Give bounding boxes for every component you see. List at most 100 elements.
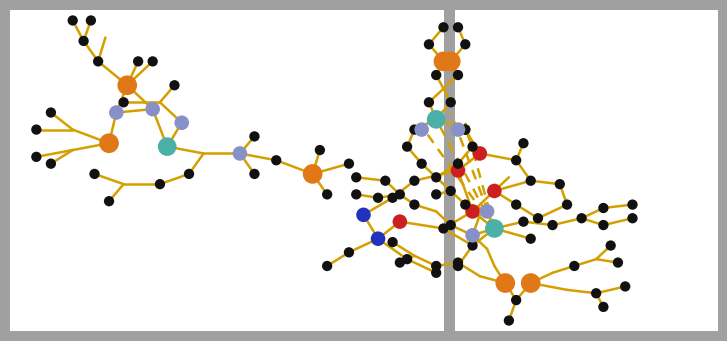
Point	[416, 127, 427, 132]
Point	[627, 202, 638, 207]
Point	[510, 158, 522, 163]
Point	[169, 83, 180, 88]
Point	[45, 161, 57, 166]
Point	[78, 38, 89, 44]
Point	[430, 175, 442, 180]
Point	[394, 260, 406, 265]
Bar	[10, 10, 444, 331]
Point	[343, 250, 355, 255]
Point	[452, 263, 464, 269]
Point	[481, 209, 493, 214]
Point	[103, 198, 115, 204]
Point	[321, 263, 333, 269]
Point	[372, 195, 384, 201]
Point	[518, 219, 529, 224]
Point	[409, 202, 420, 207]
Point	[314, 147, 326, 153]
Point	[85, 18, 97, 23]
Point	[445, 188, 457, 194]
Point	[561, 202, 573, 207]
Point	[343, 161, 355, 166]
Point	[605, 243, 616, 248]
Point	[467, 243, 478, 248]
Point	[503, 318, 515, 323]
Point	[459, 202, 471, 207]
Point	[409, 127, 420, 132]
Point	[445, 100, 457, 105]
Point	[416, 161, 427, 166]
Point	[452, 127, 464, 132]
Point	[452, 161, 464, 166]
Point	[31, 154, 42, 160]
Point	[401, 144, 413, 149]
Point	[499, 280, 511, 286]
Point	[350, 192, 362, 197]
Point	[474, 151, 486, 156]
Point	[430, 263, 442, 269]
Point	[598, 222, 609, 228]
Point	[590, 291, 602, 296]
Point	[154, 181, 166, 187]
Point	[627, 216, 638, 221]
Point	[452, 72, 464, 78]
Point	[103, 140, 115, 146]
Point	[249, 171, 260, 177]
Bar	[455, 10, 718, 331]
Point	[452, 168, 464, 173]
Point	[489, 226, 500, 231]
Point	[176, 120, 188, 125]
Point	[118, 100, 129, 105]
Point	[525, 236, 537, 241]
Point	[467, 233, 478, 238]
Point	[612, 260, 624, 265]
Point	[438, 59, 449, 64]
Point	[161, 144, 173, 149]
Point	[576, 216, 587, 221]
Point	[394, 219, 406, 224]
Point	[132, 59, 144, 64]
Point	[452, 25, 464, 30]
Point	[459, 42, 471, 47]
Point	[489, 188, 500, 194]
Point	[387, 195, 398, 201]
Point	[89, 171, 100, 177]
Point	[459, 127, 471, 132]
Point	[430, 270, 442, 276]
Point	[525, 280, 537, 286]
Point	[358, 212, 369, 218]
Point	[598, 304, 609, 310]
Point	[430, 192, 442, 197]
Point	[321, 192, 333, 197]
Point	[547, 222, 558, 228]
Point	[510, 297, 522, 303]
Point	[510, 202, 522, 207]
Point	[147, 59, 158, 64]
Point	[518, 140, 529, 146]
Point	[234, 151, 246, 156]
Point	[452, 260, 464, 265]
Point	[379, 178, 391, 183]
Point	[438, 25, 449, 30]
Point	[619, 284, 631, 289]
Point	[183, 171, 195, 177]
Point	[525, 178, 537, 183]
Point	[554, 181, 566, 187]
Point	[423, 100, 435, 105]
Point	[387, 239, 398, 245]
Point	[445, 222, 457, 228]
Point	[598, 205, 609, 211]
Point	[67, 18, 79, 23]
Point	[394, 192, 406, 197]
Point	[430, 117, 442, 122]
Point	[430, 72, 442, 78]
Point	[532, 216, 544, 221]
Point	[92, 59, 104, 64]
Point	[467, 209, 478, 214]
Point	[307, 171, 318, 177]
Point	[489, 226, 500, 231]
Point	[445, 59, 457, 64]
Point	[270, 158, 282, 163]
Point	[249, 134, 260, 139]
Point	[423, 42, 435, 47]
Point	[438, 226, 449, 231]
